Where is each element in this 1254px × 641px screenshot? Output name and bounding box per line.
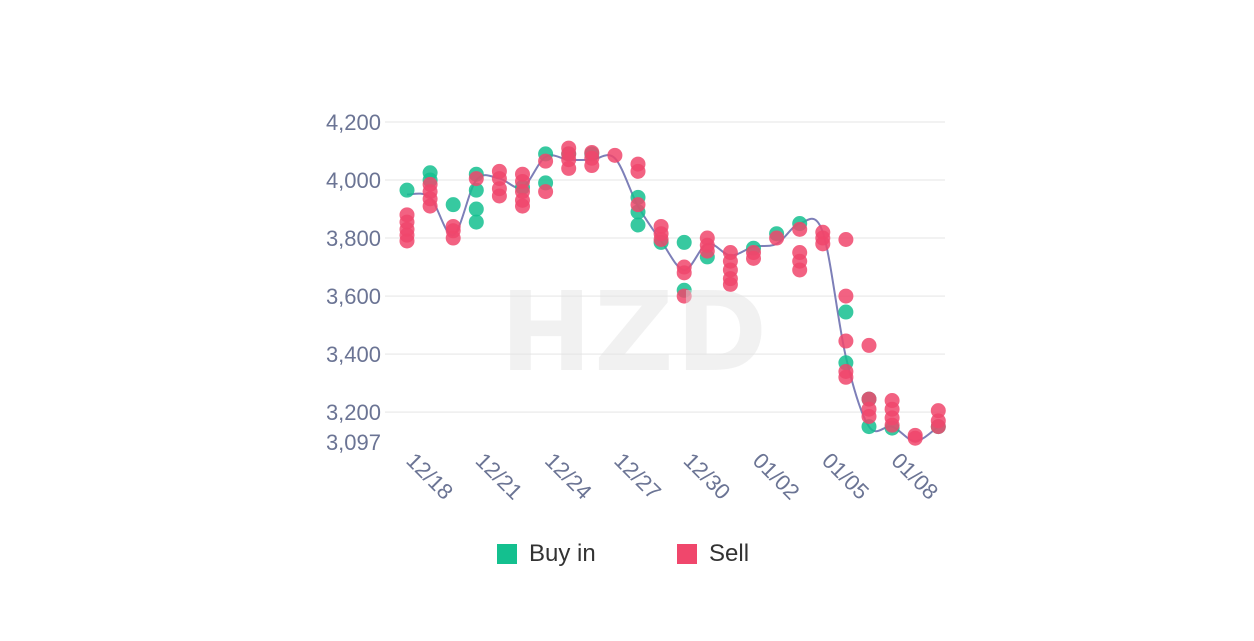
sell-point[interactable] [699, 243, 715, 259]
y-tick-label: 4,200 [326, 110, 381, 135]
buy-in-point[interactable] [630, 217, 646, 233]
sell-point[interactable] [838, 333, 854, 349]
sell-point[interactable] [399, 233, 415, 249]
sell-point[interactable] [838, 369, 854, 385]
sell-point[interactable] [561, 160, 577, 176]
sell-point[interactable] [838, 231, 854, 247]
y-tick-label: 3,600 [326, 284, 381, 309]
legend-swatch-sell [677, 544, 697, 564]
sell-point[interactable] [676, 265, 692, 281]
sell-point[interactable] [630, 197, 646, 213]
sell-point[interactable] [792, 262, 808, 278]
sell-series [399, 140, 946, 446]
sell-point[interactable] [653, 231, 669, 247]
sell-point[interactable] [792, 221, 808, 237]
legend-label-buy-in: Buy in [529, 540, 596, 567]
legend-item-buy-in[interactable]: Buy in [497, 540, 596, 568]
sell-point[interactable] [445, 230, 461, 246]
sell-point[interactable] [630, 163, 646, 179]
y-tick-label: 3,097 [326, 430, 381, 455]
x-tick-label: 01/08 [887, 448, 944, 505]
buy-in-point[interactable] [838, 304, 854, 320]
sell-point[interactable] [468, 171, 484, 187]
sell-point[interactable] [884, 417, 900, 433]
sell-point[interactable] [861, 337, 877, 353]
buy-in-point[interactable] [468, 214, 484, 230]
sell-point[interactable] [676, 288, 692, 304]
y-tick-label: 3,400 [326, 342, 381, 367]
sell-point[interactable] [907, 430, 923, 446]
sell-point[interactable] [746, 250, 761, 266]
y-tick-label: 4,000 [326, 168, 381, 193]
sell-point[interactable] [722, 276, 738, 292]
sell-point[interactable] [515, 198, 530, 214]
legend-label-sell: Sell [709, 540, 750, 567]
buy-in-point[interactable] [468, 201, 484, 217]
sell-point[interactable] [584, 158, 600, 174]
sell-point[interactable] [538, 153, 554, 169]
sell-point[interactable] [491, 188, 507, 204]
sell-point[interactable] [538, 184, 554, 200]
chart-legend: Buy in Sell [0, 540, 1254, 572]
legend-swatch-buy-in [497, 544, 517, 564]
buy-in-point[interactable] [468, 182, 484, 198]
x-tick-label: 12/30 [679, 448, 736, 505]
x-tick-label: 12/18 [401, 448, 458, 505]
sell-point[interactable] [861, 408, 877, 424]
buy-in-point[interactable] [399, 182, 415, 198]
sell-point[interactable] [838, 288, 854, 304]
buy-in-point[interactable] [676, 234, 692, 250]
watermark-logo: HZD [500, 268, 770, 396]
sell-point[interactable] [607, 147, 623, 163]
sell-point[interactable] [815, 236, 831, 252]
x-tick-label: 12/27 [609, 448, 666, 505]
buy-in-point[interactable] [445, 197, 461, 213]
y-tick-label: 3,200 [326, 400, 381, 425]
legend-item-sell[interactable]: Sell [677, 540, 749, 568]
x-axis-tick-labels: 12/18 12/21 12/24 12/27 12/30 01/02 01/05 01/08 [401, 448, 943, 505]
sell-point[interactable] [769, 230, 785, 246]
x-tick-label: 01/05 [817, 448, 874, 505]
x-tick-label: 01/02 [748, 448, 805, 505]
x-tick-label: 12/21 [471, 448, 528, 505]
y-tick-label: 3,800 [326, 226, 381, 251]
x-tick-label: 12/24 [540, 448, 597, 505]
y-axis-tick-labels: 4,200 4,000 3,800 3,600 3,400 3,200 3,097 [326, 110, 381, 455]
sell-point[interactable] [930, 419, 946, 435]
sell-point[interactable] [422, 198, 438, 214]
